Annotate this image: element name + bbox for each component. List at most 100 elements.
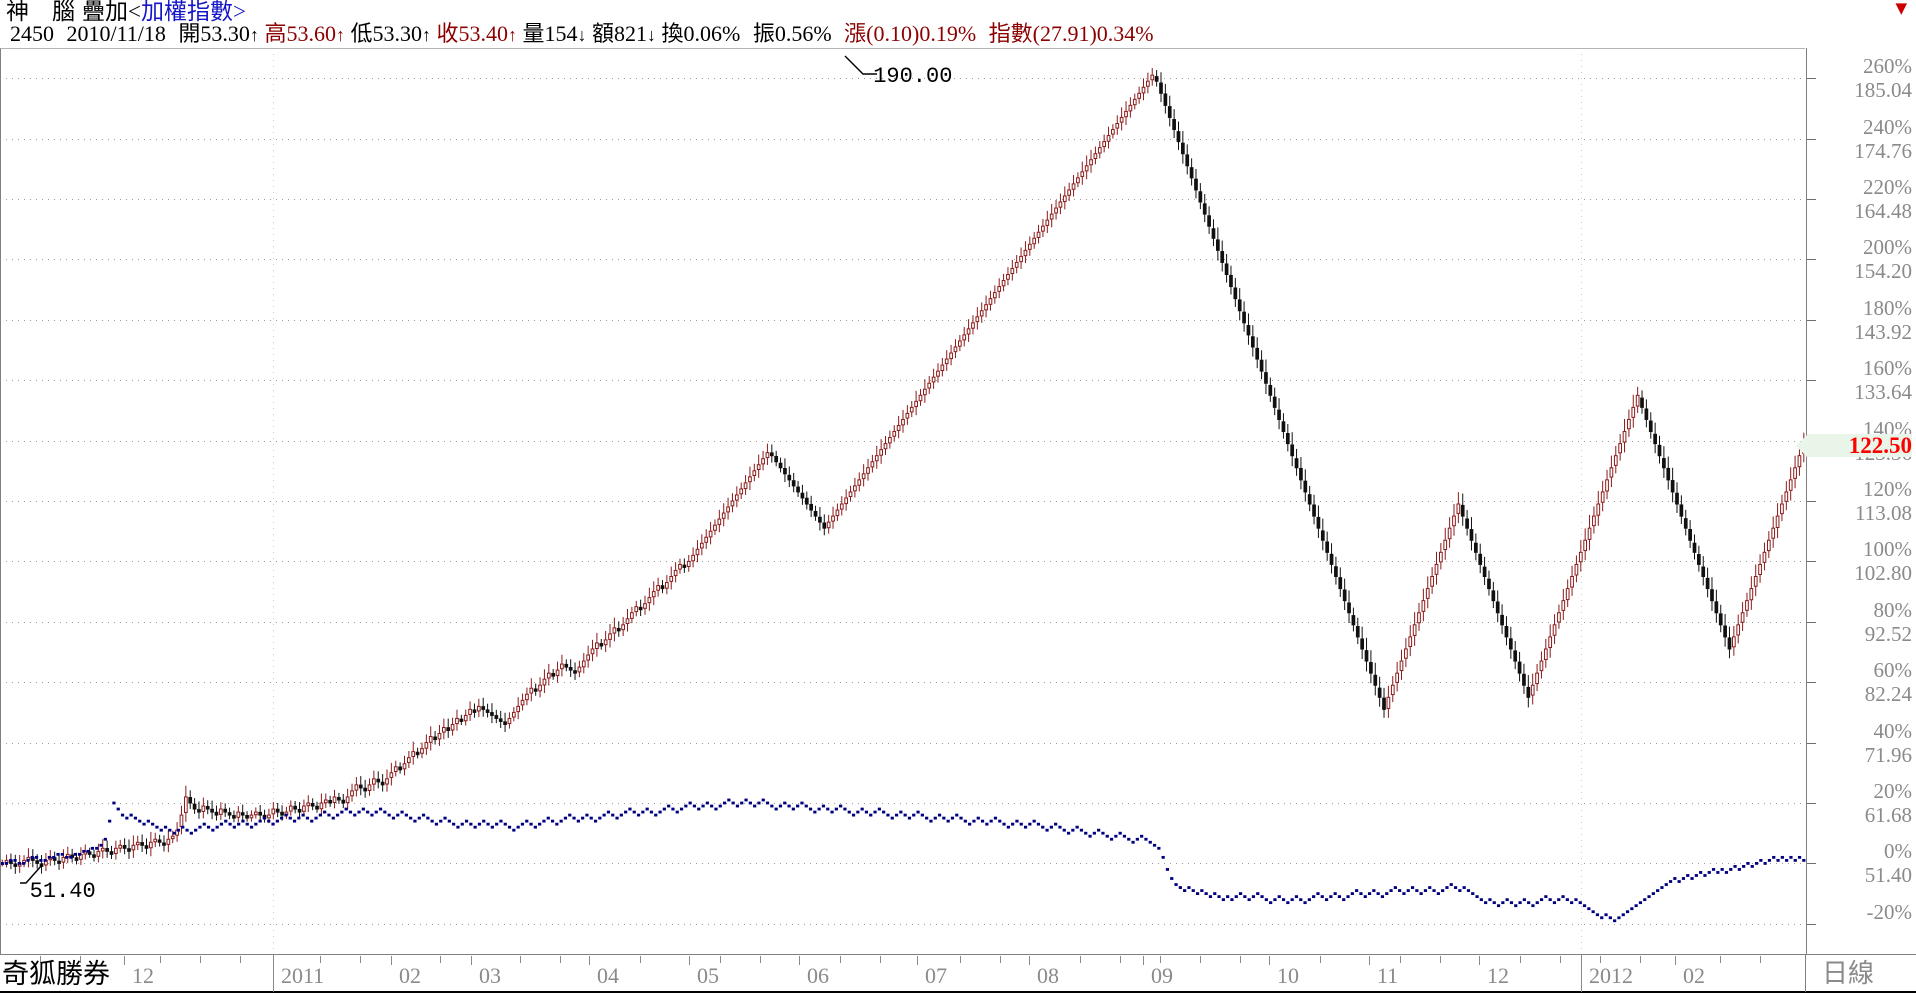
gridlines (0, 78, 1806, 925)
axis-tick-mark (391, 956, 392, 965)
header-title-line: 神 腦疊加<加權指數> (6, 0, 246, 24)
high-price: 高53.60 (264, 21, 336, 46)
axis-percent-label: 220% (1863, 175, 1912, 199)
chart-svg (0, 48, 1806, 954)
axis-tick-mark (1675, 956, 1676, 965)
axis-minor-tick (960, 956, 961, 963)
axis-percent-label: 80% (1873, 597, 1913, 622)
overlay-index-name: 加權指數 (140, 0, 233, 24)
axis-date-label: 02 (399, 963, 421, 988)
axis-tick-mark (1807, 682, 1816, 684)
axis-tick-mark (1807, 621, 1816, 623)
current-price-pointer-icon (1796, 433, 1808, 458)
scroll-down-arrow-icon[interactable]: ▼ (1895, 0, 1907, 17)
annotation-period-high: 190.00 (873, 64, 953, 90)
axis-tick-mark (1807, 561, 1816, 563)
axis-tick-mark (917, 956, 918, 965)
open-price: 開53.30 (178, 21, 250, 46)
volume-value: 量154 (522, 21, 578, 46)
axis-price-label: 164.48 (1854, 199, 1912, 223)
axis-date-label: 2012 (1589, 963, 1633, 988)
swing-rate: 振0.56% (752, 21, 832, 46)
axis-minor-tick (320, 956, 321, 963)
axis-price-label: 92.52 (1864, 621, 1912, 646)
axis-minor-tick (1200, 956, 1201, 963)
chart-plot-area[interactable] (0, 48, 1916, 954)
axis-minor-tick (640, 956, 641, 963)
axis-minor-tick (560, 956, 561, 963)
axis-percent-label: 60% (1873, 658, 1913, 683)
axis-date-label: 12 (132, 963, 154, 988)
axis-minor-tick (1560, 956, 1561, 963)
axis-minor-tick (1440, 956, 1441, 963)
axis-minor-tick (840, 956, 841, 963)
axis-tick-mark (1807, 863, 1816, 865)
axis-minor-tick (1120, 956, 1121, 963)
right-price-axis[interactable]: 260% 185.04 240% 174.76 220% 164.48 200% 154.20… (1796, 48, 1916, 954)
axis-date-label: 03 (479, 963, 501, 988)
vertical-gridlines (273, 48, 1582, 954)
axis-percent-label: 120% (1863, 477, 1912, 501)
index-change-value: 指數(27.91)0.34% (988, 21, 1154, 46)
open-arrow-icon: ↑ (249, 25, 259, 45)
change-value: 漲(0.10)0.19% (844, 21, 977, 46)
amount-arrow-icon: ↓ (647, 25, 657, 45)
axis-tick-mark (1807, 380, 1816, 382)
axis-minor-tick (240, 956, 241, 963)
axis-minor-tick (760, 956, 761, 963)
axis-tick-mark (1807, 138, 1816, 140)
axis-tick-mark (1479, 956, 1480, 965)
period-label: 日線 (1822, 959, 1875, 988)
axis-tick-mark (1029, 956, 1030, 965)
axis-tick-mark (799, 956, 800, 965)
annotation-low-leader-line (19, 864, 43, 885)
axis-minor-tick (80, 956, 81, 963)
candlestick-series (0, 67, 1806, 874)
axis-tick-mark (689, 956, 690, 965)
low-arrow-icon: ↑ (421, 25, 431, 45)
axis-price-label: 82.24 (1864, 682, 1912, 707)
axis-date-label: 04 (597, 963, 619, 988)
axis-date-label: 07 (925, 963, 947, 988)
annotation-period-low: 51.40 (29, 879, 96, 905)
axis-major-divider (1581, 955, 1582, 992)
axis-tick-mark (1143, 956, 1144, 965)
axis-tick-mark (1269, 956, 1270, 965)
axis-minor-tick (720, 956, 721, 963)
stock-code: 2450 (10, 21, 54, 46)
axis-percent-label: 180% (1863, 295, 1912, 320)
axis-percent-label: 0% (1884, 839, 1912, 864)
axis-tick-mark (124, 956, 125, 965)
axis-minor-tick (1000, 956, 1001, 963)
stock-name: 神 腦 (6, 0, 75, 24)
axis-date-label: 2011 (281, 963, 325, 988)
axis-minor-tick (520, 956, 521, 963)
axis-tick-mark (1807, 199, 1816, 200)
high-arrow-icon: ↑ (335, 25, 345, 45)
axis-price-label: 61.68 (1864, 803, 1912, 827)
close-price: 收53.40 (436, 21, 508, 46)
volume-arrow-icon: ↓ (577, 25, 587, 45)
axis-date-label: 02 (1683, 963, 1705, 988)
axis-tick-mark (589, 956, 590, 965)
axis-price-label: 71.96 (1864, 742, 1912, 767)
axis-minor-tick (1080, 956, 1081, 963)
axis-date-label: 08 (1037, 963, 1059, 988)
axis-tick-mark (1369, 956, 1370, 965)
axis-date-label: 10 (1277, 963, 1299, 988)
axis-percent-label: 160% (1863, 356, 1912, 381)
axis-tick-mark (1807, 742, 1816, 744)
axis-minor-tick (1520, 956, 1521, 963)
bottom-date-axis[interactable]: 12 2011 02 03 04 05 06 07 08 09 10 11 12 2012 02 奇狐勝券 … (0, 954, 1916, 993)
axis-minor-tick (1760, 956, 1761, 963)
axis-price-label: 154.20 (1854, 259, 1912, 284)
bottom-axis-ticks: 12 2011 02 03 04 05 06 07 08 09 10 11 12 2012 02 (0, 955, 1806, 992)
axis-minor-tick (1720, 956, 1721, 963)
axis-tick-mark (1807, 803, 1816, 804)
axis-percent-label: 260% (1863, 54, 1912, 79)
axis-tick-mark (1581, 956, 1582, 965)
axis-price-label: 143.92 (1854, 319, 1912, 344)
axis-date-label: 09 (1151, 963, 1173, 988)
axis-tick-mark (1807, 501, 1816, 502)
